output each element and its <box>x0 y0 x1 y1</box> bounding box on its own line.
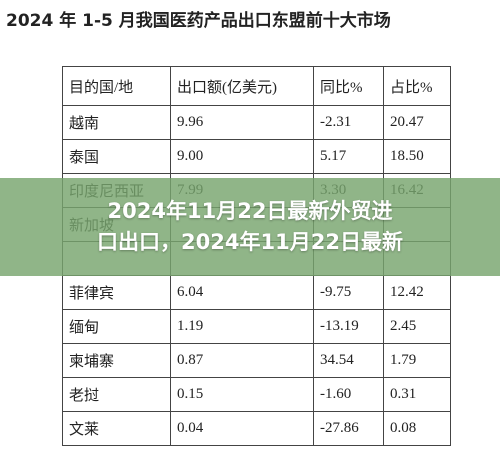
table-cell: 菲律宾 <box>62 275 171 310</box>
table-row: 老挝 0.15 -1.60 0.31 <box>62 377 451 412</box>
table-row: 泰国 9.00 5.17 18.50 <box>62 139 451 174</box>
table-cell: 1.19 <box>170 309 314 344</box>
table-cell: 缅甸 <box>62 309 171 344</box>
table-row: 菲律宾 6.04 -9.75 12.42 <box>62 275 451 310</box>
table-cell: -13.19 <box>313 309 384 344</box>
table-cell: -9.75 <box>313 275 384 310</box>
table-cell: 0.87 <box>170 343 314 378</box>
table-cell: 12.42 <box>383 275 451 310</box>
table-cell: 2.45 <box>383 309 451 344</box>
table-cell: 1.79 <box>383 343 451 378</box>
table-row: 越南 9.96 -2.31 20.47 <box>62 105 451 140</box>
header-cell: 目的国/地 <box>62 66 171 106</box>
table-cell: -1.60 <box>313 377 384 412</box>
header-cell: 占比% <box>383 66 451 106</box>
banner-line: 口出口，2024年11月22日最新 <box>97 230 403 254</box>
table-cell: 文莱 <box>62 411 171 446</box>
table-cell: 20.47 <box>383 105 451 140</box>
table-cell: 柬埔寨 <box>62 343 171 378</box>
table-cell: 越南 <box>62 105 171 140</box>
table-cell: 5.17 <box>313 139 384 174</box>
header-cell: 出口额(亿美元) <box>170 66 314 106</box>
table-cell: 6.04 <box>170 275 314 310</box>
table-row: 文莱 0.04 -27.86 0.08 <box>62 411 451 446</box>
table-cell: 0.15 <box>170 377 314 412</box>
header-row: 目的国/地 出口额(亿美元) 同比% 占比% <box>62 66 451 106</box>
header-cell: 同比% <box>313 66 384 106</box>
table-cell: -27.86 <box>313 411 384 446</box>
table-cell: 9.96 <box>170 105 314 140</box>
table-cell: 泰国 <box>62 139 171 174</box>
table-cell: -2.31 <box>313 105 384 140</box>
table-cell: 老挝 <box>62 377 171 412</box>
table-row: 缅甸 1.19 -13.19 2.45 <box>62 309 451 344</box>
table-cell: 18.50 <box>383 139 451 174</box>
table-cell: 9.00 <box>170 139 314 174</box>
overlay-banner: 2024年11月22日最新外贸进 口出口，2024年11月22日最新 <box>0 178 500 276</box>
table-cell: 34.54 <box>313 343 384 378</box>
banner-line: 2024年11月22日最新外贸进 <box>107 199 393 223</box>
title: 2024 年 1-5 月我国医药产品出口东盟前十大市场 <box>6 11 391 31</box>
table-cell: 0.31 <box>383 377 451 412</box>
table-row: 柬埔寨 0.87 34.54 1.79 <box>62 343 451 378</box>
table-cell: 0.08 <box>383 411 451 446</box>
table-cell: 0.04 <box>170 411 314 446</box>
